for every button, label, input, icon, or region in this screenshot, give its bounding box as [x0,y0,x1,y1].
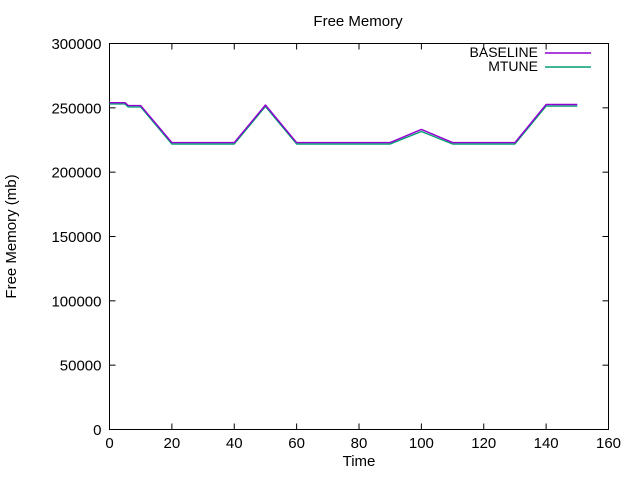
series-line-mtune [109,103,578,145]
legend-label-baseline: BASELINE [470,44,538,60]
x-tick-label: 40 [226,435,243,452]
y-tick-label: 150000 [51,229,101,246]
y-tick-label: 50000 [60,358,102,375]
series-line-baseline [109,101,578,144]
x-tick-label: 0 [105,435,113,452]
x-tick-label: 160 [596,435,621,452]
x-tick-label: 100 [409,435,434,452]
y-tick-label: 250000 [51,100,101,117]
x-tick-label: 140 [534,435,559,452]
y-axis-label: Free Memory (mb) [3,174,20,298]
legend-label-mtune: MTUNE [488,58,538,74]
x-tick-label: 120 [471,435,496,452]
y-tick-label: 200000 [51,165,101,182]
x-axis-label: Time [343,453,376,470]
chart-title: Free Memory [313,13,403,30]
y-tick-label: 100000 [51,293,101,310]
x-tick-label: 60 [288,435,305,452]
plot-area: 0 20 40 60 80 100 120 140 160 0 50000 100000 150000 2… [51,36,621,452]
x-tick-label: 20 [164,435,181,452]
y-tick-label: 300000 [51,36,101,53]
y-tick-label: 0 [93,422,101,439]
x-tick-label: 80 [351,435,368,452]
plot-border [109,43,609,430]
